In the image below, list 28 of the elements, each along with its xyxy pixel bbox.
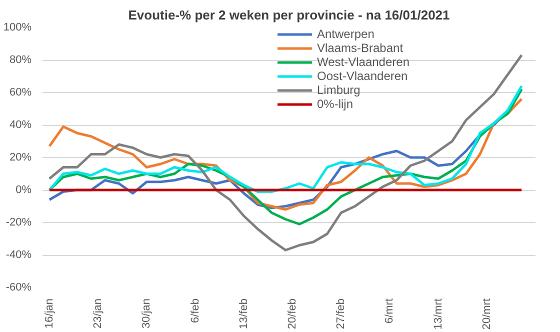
legend-label: Limburg bbox=[317, 83, 360, 97]
legend-label: Oost-Vlaanderen bbox=[317, 69, 408, 83]
y-tick-label: -40% bbox=[6, 249, 32, 261]
line-series bbox=[48, 54, 523, 252]
x-tick-label: 6/feb bbox=[189, 298, 202, 323]
x-tick-label: 6/mrt bbox=[384, 298, 396, 324]
x-tick-label: 23/jan bbox=[92, 298, 104, 328]
x-tick-label: 30/jan bbox=[140, 298, 153, 328]
x-tick-label: 20/mrt bbox=[480, 298, 493, 330]
y-tick-label: 0% bbox=[16, 184, 32, 196]
x-tick-label: 13/mrt bbox=[432, 298, 444, 330]
legend-label: West-Vlaanderen bbox=[317, 55, 410, 69]
y-tick-label: 20% bbox=[9, 152, 32, 164]
y-tick-label: -20% bbox=[6, 216, 32, 228]
x-tick-label: 27/feb bbox=[335, 298, 348, 330]
legend-label: Vlaams-Brabant bbox=[317, 41, 404, 55]
legend-label: 0%-lijn bbox=[317, 97, 354, 111]
x-tick-label: 13/feb bbox=[238, 298, 250, 330]
chart-title: Evoutie-% per 2 weken per provincie - na 16/01/2021 bbox=[128, 8, 450, 22]
line-series bbox=[48, 84, 523, 193]
x-tick-label: 16/jan bbox=[43, 298, 56, 328]
y-tick-label: 60% bbox=[9, 86, 32, 98]
x-tick-label: 20/feb bbox=[286, 298, 298, 330]
y-tick-label: 100% bbox=[3, 22, 32, 34]
y-tick-label: -60% bbox=[6, 282, 32, 294]
y-tick-label: 40% bbox=[9, 119, 32, 131]
legend-label: Antwerpen bbox=[317, 27, 374, 41]
y-tick-label: 80% bbox=[9, 54, 32, 66]
